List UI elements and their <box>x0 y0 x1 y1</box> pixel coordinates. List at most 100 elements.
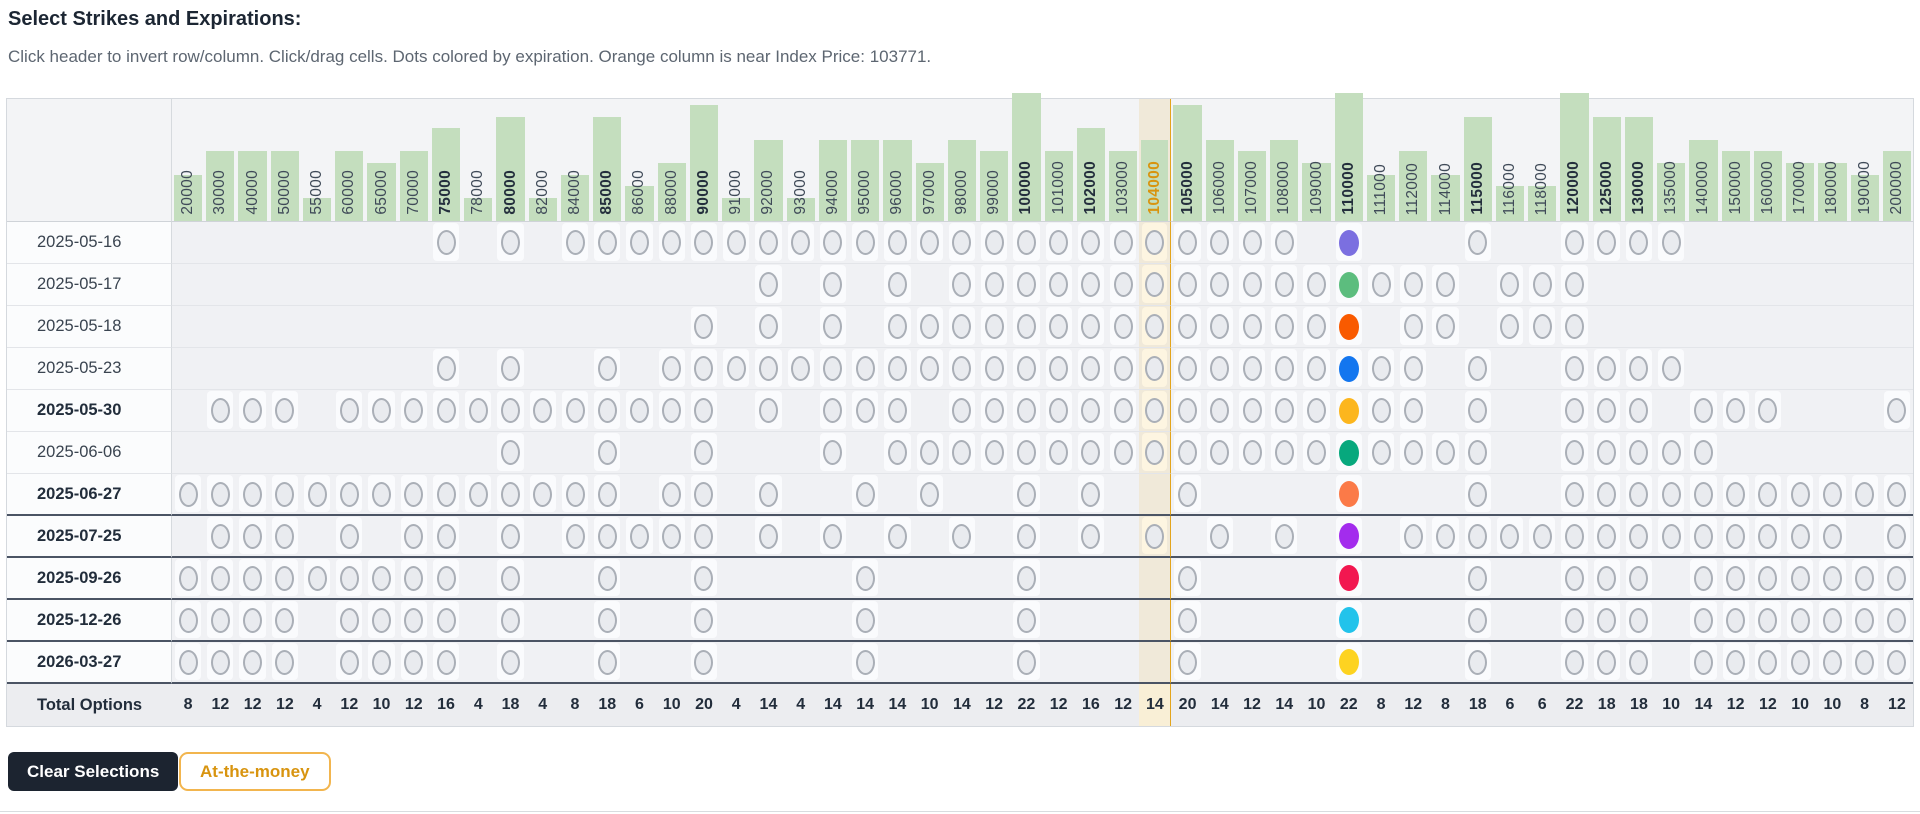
cell-2025-07-25-82000[interactable] <box>526 516 559 558</box>
cell-2025-05-18-92000[interactable] <box>752 306 785 348</box>
cell-2025-05-16-103000[interactable] <box>1106 222 1140 264</box>
cell-2025-06-27-190000[interactable] <box>1848 474 1881 516</box>
cell-2025-06-27-103000[interactable] <box>1106 474 1140 516</box>
cell-2025-12-26-96000[interactable] <box>881 600 914 642</box>
cell-2025-06-06-150000[interactable] <box>1719 432 1752 474</box>
cell-2025-05-18-114000[interactable] <box>1429 306 1462 348</box>
cell-2026-03-27-40000[interactable] <box>236 642 269 684</box>
cell-2025-05-17-125000[interactable] <box>1590 264 1623 306</box>
cell-2025-05-23-101000[interactable] <box>1042 348 1075 390</box>
cell-2025-05-16-109000[interactable] <box>1300 222 1333 264</box>
cell-2026-03-27-101000[interactable] <box>1042 642 1075 684</box>
cell-2025-09-26-101000[interactable] <box>1042 558 1075 600</box>
cell-2025-05-17-180000[interactable] <box>1816 264 1849 306</box>
strike-header-200000[interactable]: 200000 <box>1880 99 1913 222</box>
cell-2025-05-18-88000[interactable] <box>655 306 688 348</box>
cell-2025-05-16-140000[interactable] <box>1687 222 1720 264</box>
cell-2025-07-25-80000[interactable] <box>494 516 527 558</box>
cell-2025-05-18-112000[interactable] <box>1397 306 1430 348</box>
strike-header-93000[interactable]: 93000 <box>784 99 817 222</box>
cell-2026-03-27-114000[interactable] <box>1429 642 1462 684</box>
cell-2025-05-17-80000[interactable] <box>494 264 527 306</box>
cell-2025-05-18-65000[interactable] <box>365 306 398 348</box>
cell-2025-05-17-20000[interactable] <box>172 264 205 306</box>
cell-2025-05-17-98000[interactable] <box>945 264 979 306</box>
cell-2025-06-06-50000[interactable] <box>268 432 301 474</box>
cell-2025-05-16-96000[interactable] <box>881 222 914 264</box>
cell-2025-05-17-99000[interactable] <box>978 264 1011 306</box>
strike-header-106000[interactable]: 106000 <box>1203 99 1236 222</box>
cell-2025-07-25-50000[interactable] <box>268 516 301 558</box>
expiration-label-2026-03-27[interactable]: 2026-03-27 <box>7 642 172 684</box>
cell-2025-05-17-104000[interactable] <box>1139 264 1172 306</box>
cell-2026-03-27-75000[interactable] <box>429 642 463 684</box>
cell-2025-09-26-114000[interactable] <box>1429 558 1462 600</box>
cell-2025-09-26-111000[interactable] <box>1364 558 1398 600</box>
cell-2025-05-30-109000[interactable] <box>1300 390 1333 432</box>
cell-2025-05-18-118000[interactable] <box>1526 306 1559 348</box>
strike-header-103000[interactable]: 103000 <box>1106 99 1140 222</box>
cell-2026-03-27-130000[interactable] <box>1622 642 1656 684</box>
cell-2025-05-23-96000[interactable] <box>881 348 914 390</box>
cell-2025-09-26-88000[interactable] <box>655 558 688 600</box>
cell-2025-05-30-85000[interactable] <box>591 390 624 432</box>
cell-2025-12-26-98000[interactable] <box>945 600 979 642</box>
cell-2025-05-16-20000[interactable] <box>172 222 205 264</box>
cell-2025-12-26-30000[interactable] <box>204 600 237 642</box>
cell-2025-05-18-91000[interactable] <box>720 306 753 348</box>
cell-2025-05-17-110000[interactable] <box>1332 264 1365 306</box>
cell-2025-06-06-96000[interactable] <box>881 432 914 474</box>
cell-2025-05-30-135000[interactable] <box>1655 390 1688 432</box>
cell-2026-03-27-78000[interactable] <box>462 642 495 684</box>
strike-header-180000[interactable]: 180000 <box>1816 99 1849 222</box>
cell-2025-05-30-115000[interactable] <box>1461 390 1494 432</box>
cell-2025-06-06-135000[interactable] <box>1655 432 1688 474</box>
cell-2025-06-27-80000[interactable] <box>494 474 527 516</box>
cell-2025-05-30-84000[interactable] <box>558 390 592 432</box>
cell-2025-05-17-105000[interactable] <box>1171 264 1204 306</box>
cell-2025-06-06-86000[interactable] <box>623 432 656 474</box>
cell-2025-07-25-107000[interactable] <box>1235 516 1269 558</box>
cell-2025-05-18-30000[interactable] <box>204 306 237 348</box>
cell-2025-09-26-65000[interactable] <box>365 558 398 600</box>
cell-2025-07-25-103000[interactable] <box>1106 516 1140 558</box>
cell-2025-07-25-99000[interactable] <box>978 516 1011 558</box>
cell-2025-06-27-92000[interactable] <box>752 474 785 516</box>
cell-2025-12-26-118000[interactable] <box>1526 600 1559 642</box>
cell-2025-07-25-85000[interactable] <box>591 516 624 558</box>
cell-2025-06-27-55000[interactable] <box>300 474 334 516</box>
cell-2025-05-18-86000[interactable] <box>623 306 656 348</box>
cell-2025-05-30-118000[interactable] <box>1526 390 1559 432</box>
cell-2025-05-23-88000[interactable] <box>655 348 688 390</box>
cell-2025-05-16-92000[interactable] <box>752 222 785 264</box>
cell-2025-05-30-78000[interactable] <box>462 390 495 432</box>
cell-2025-05-23-75000[interactable] <box>429 348 463 390</box>
cell-2025-05-30-95000[interactable] <box>849 390 882 432</box>
cell-2025-05-30-65000[interactable] <box>365 390 398 432</box>
cell-2025-05-30-112000[interactable] <box>1397 390 1430 432</box>
clear-selections-button[interactable]: Clear Selections <box>8 752 179 791</box>
cell-2025-07-25-170000[interactable] <box>1784 516 1817 558</box>
cell-2025-06-27-107000[interactable] <box>1235 474 1269 516</box>
cell-2025-07-25-100000[interactable] <box>1010 516 1043 558</box>
cell-2025-12-26-93000[interactable] <box>784 600 817 642</box>
cell-2025-05-18-140000[interactable] <box>1687 306 1720 348</box>
cell-2025-06-27-160000[interactable] <box>1751 474 1785 516</box>
expiration-label-2025-05-23[interactable]: 2025-05-23 <box>7 348 172 390</box>
cell-2025-05-16-110000[interactable] <box>1332 222 1365 264</box>
cell-2025-09-26-107000[interactable] <box>1235 558 1269 600</box>
cell-2025-05-23-82000[interactable] <box>526 348 559 390</box>
cell-2025-09-26-120000[interactable] <box>1558 558 1591 600</box>
cell-2025-05-16-115000[interactable] <box>1461 222 1494 264</box>
cell-2025-06-06-80000[interactable] <box>494 432 527 474</box>
cell-2025-05-23-109000[interactable] <box>1300 348 1333 390</box>
cell-2025-07-25-114000[interactable] <box>1429 516 1462 558</box>
cell-2025-06-06-82000[interactable] <box>526 432 559 474</box>
cell-2025-06-06-118000[interactable] <box>1526 432 1559 474</box>
cell-2025-05-17-70000[interactable] <box>397 264 430 306</box>
strike-header-125000[interactable]: 125000 <box>1590 99 1623 222</box>
cell-2025-07-25-200000[interactable] <box>1880 516 1913 558</box>
cell-2025-12-26-190000[interactable] <box>1848 600 1881 642</box>
cell-2025-05-16-94000[interactable] <box>816 222 850 264</box>
cell-2025-05-16-50000[interactable] <box>268 222 301 264</box>
